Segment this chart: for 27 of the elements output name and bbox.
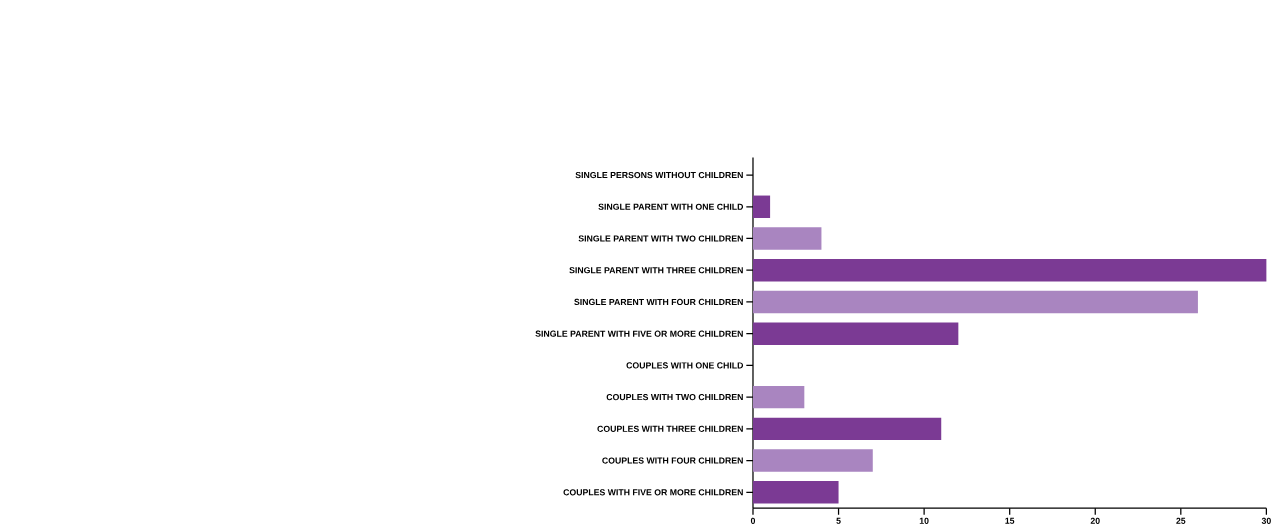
x-tick-label: 25 <box>1176 517 1186 525</box>
x-tick-label: 30 <box>1261 517 1271 525</box>
bar <box>752 449 873 472</box>
bar <box>752 290 1198 314</box>
y-tick-label: SINGLE PARENT WITH ONE CHILD <box>598 203 744 211</box>
bar <box>752 417 942 441</box>
y-tick-label: COUPLES WITH TWO CHILDREN <box>606 394 743 401</box>
bar <box>752 227 822 250</box>
x-tick-label: 15 <box>1005 517 1015 524</box>
y-tick-label: SINGLE PARENT WITH TWO CHILDREN <box>578 235 743 242</box>
y-tick-label: COUPLES WITH ONE CHILD <box>626 362 744 369</box>
bar <box>752 386 805 409</box>
y-tick-label: SINGLE PARENT WITH THREE CHILDREN <box>569 267 743 274</box>
x-tick-label: 5 <box>836 517 841 524</box>
bar <box>752 195 771 219</box>
y-tick-label: COUPLES WITH FOUR CHILDREN <box>602 457 743 464</box>
y-tick-label: COUPLES WITH FIVE OR MORE CHILDREN <box>563 489 743 496</box>
y-tick-label: SINGLE PARENT WITH FIVE OR MORE CHILDREN <box>535 330 743 337</box>
y-tick-label: SINGLE PARENT WITH FOUR CHILDREN <box>574 299 743 306</box>
y-tick-label: SINGLE PERSONS WITHOUT CHILDREN <box>575 172 743 179</box>
bar <box>752 481 839 504</box>
x-tick-label: 10 <box>919 517 929 525</box>
x-tick-label: 0 <box>750 517 756 525</box>
bar <box>752 322 959 346</box>
bar <box>752 259 1267 282</box>
x-tick-label: 20 <box>1090 517 1100 525</box>
y-tick-label: COUPLES WITH THREE CHILDREN <box>597 425 743 433</box>
